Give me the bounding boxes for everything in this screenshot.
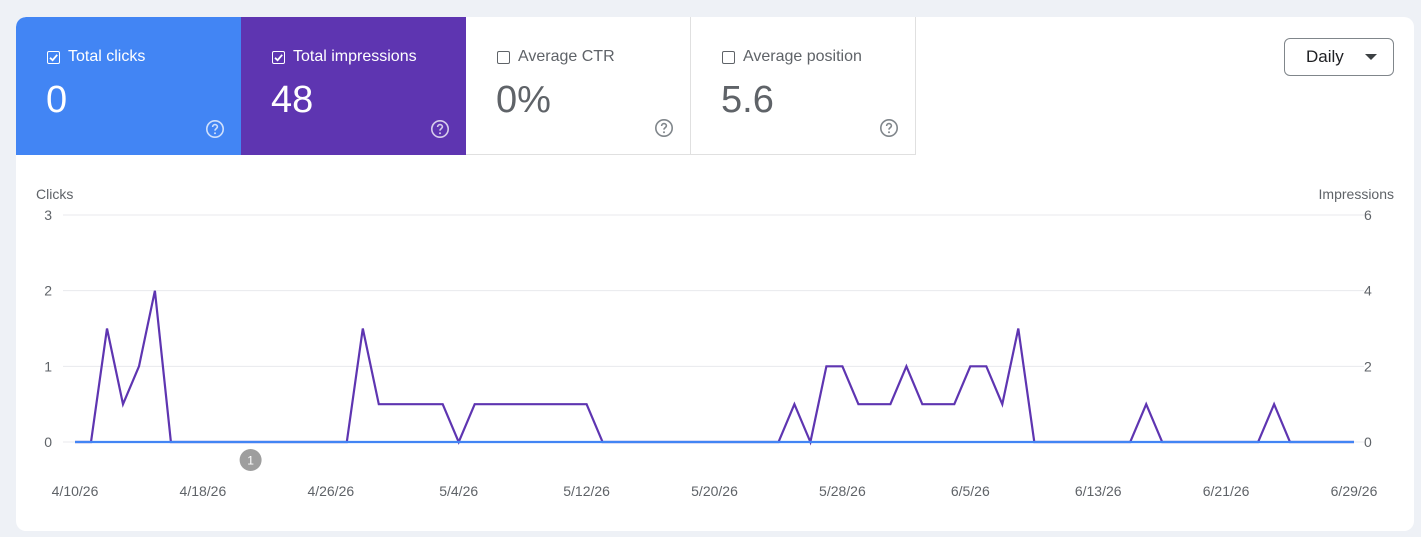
metric-header: Total impressions xyxy=(272,48,417,66)
metric-header: Average CTR xyxy=(497,48,615,66)
metric-value: 5.6 xyxy=(721,79,774,121)
metric-total-clicks[interactable]: Total clicks 0 xyxy=(16,17,241,155)
annotation-badge-label: 1 xyxy=(247,454,254,468)
x-tick-label: 4/18/26 xyxy=(180,483,227,499)
x-tick-label: 4/10/26 xyxy=(52,483,99,499)
right-axis-ticks: 0 2 4 6 xyxy=(1364,207,1372,450)
metric-header: Total clicks xyxy=(47,48,145,66)
left-tick-label: 2 xyxy=(44,283,52,299)
right-tick-label: 4 xyxy=(1364,283,1372,299)
annotation-badge-circle[interactable] xyxy=(239,449,262,471)
left-axis-title: Clicks xyxy=(36,186,73,202)
help-icon[interactable] xyxy=(654,118,674,138)
metric-value: 48 xyxy=(271,79,314,121)
help-icon[interactable] xyxy=(430,119,450,139)
right-tick-label: 6 xyxy=(1364,207,1372,223)
x-tick-label: 6/29/26 xyxy=(1331,483,1378,499)
period-dropdown[interactable]: Daily xyxy=(1284,38,1394,76)
checkbox-icon[interactable] xyxy=(272,50,285,64)
right-tick-label: 2 xyxy=(1364,358,1372,374)
checkbox-icon[interactable] xyxy=(722,50,735,64)
left-tick-label: 1 xyxy=(44,358,52,374)
performance-chart: Clicks Impressions 0 1 2 3 0 2 4 6 4/10/26 4/18… xyxy=(36,186,1394,499)
checkbox-icon[interactable] xyxy=(47,50,60,64)
metric-value: 0 xyxy=(46,79,68,121)
x-tick-label: 5/20/26 xyxy=(691,483,738,499)
left-axis-ticks: 0 1 2 3 xyxy=(44,207,52,450)
x-tick-label: 5/4/26 xyxy=(439,483,478,499)
metric-label: Average position xyxy=(743,48,862,65)
chart-gridlines xyxy=(63,214,1364,443)
metric-value: 0% xyxy=(496,79,551,121)
series-lines xyxy=(75,290,1354,446)
checkbox-icon[interactable] xyxy=(497,50,510,64)
metrics-row: Total clicks 0 Total impressions 48 xyxy=(16,17,916,155)
x-tick-label: 6/5/26 xyxy=(951,483,990,499)
help-icon[interactable] xyxy=(205,119,225,139)
x-tick-label: 5/12/26 xyxy=(563,483,610,499)
annotation-marker[interactable]: 1 xyxy=(239,449,262,471)
metric-label: Total impressions xyxy=(293,48,417,65)
x-axis-ticks: 4/10/26 4/18/26 4/26/26 5/4/26 5/12/26 5/20/2… xyxy=(52,483,1378,499)
left-tick-label: 3 xyxy=(44,207,52,223)
x-tick-label: 6/21/26 xyxy=(1203,483,1250,499)
x-tick-label: 6/13/26 xyxy=(1075,483,1122,499)
left-tick-label: 0 xyxy=(44,434,52,450)
x-tick-label: 5/28/26 xyxy=(819,483,866,499)
help-icon[interactable] xyxy=(879,118,899,138)
right-axis-title: Impressions xyxy=(1319,186,1394,202)
metric-average-ctr[interactable]: Average CTR 0% xyxy=(466,17,691,155)
metric-label: Average CTR xyxy=(518,48,615,65)
metric-average-position[interactable]: Average position 5.6 xyxy=(691,17,916,155)
metric-label: Total clicks xyxy=(68,48,146,65)
right-tick-label: 0 xyxy=(1364,434,1372,450)
period-dropdown-label: Daily xyxy=(1306,47,1344,66)
caret-down-icon xyxy=(1365,54,1377,60)
x-tick-label: 4/26/26 xyxy=(307,483,354,499)
metric-total-impressions[interactable]: Total impressions 48 xyxy=(241,17,466,155)
metric-header: Average position xyxy=(722,48,862,66)
performance-card: Total clicks 0 Total impressions 48 xyxy=(16,17,1414,531)
